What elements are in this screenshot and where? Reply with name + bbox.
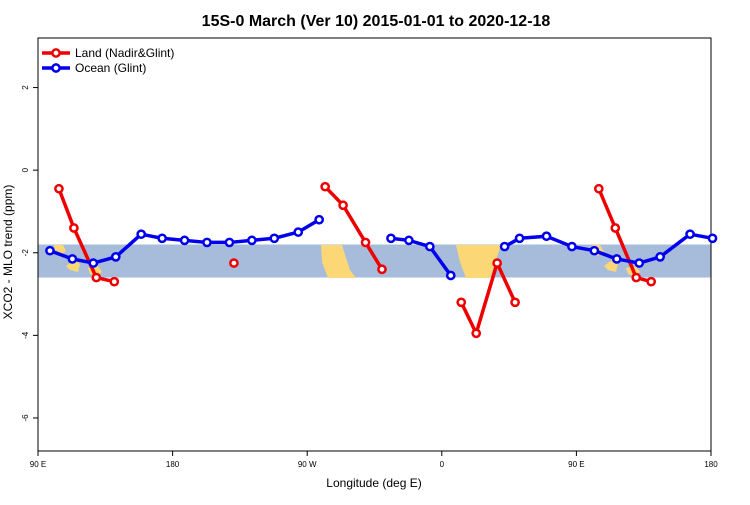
data-point [593, 183, 604, 194]
data-point [567, 241, 577, 252]
data-point [88, 258, 99, 268]
data-point [404, 235, 414, 246]
data-point [589, 245, 600, 256]
data-point [424, 241, 435, 252]
data-point [510, 297, 520, 308]
y-tick-label: -6 [21, 414, 30, 422]
data-point [634, 258, 645, 268]
data-point [247, 235, 257, 246]
data-point [655, 252, 666, 262]
legend-label: Ocean (Glint) [75, 61, 146, 75]
data-point [269, 233, 280, 244]
y-axis: 2 0 -2 -4 -6 [21, 85, 38, 422]
data-point [377, 264, 387, 275]
data-point [631, 272, 642, 283]
x-tick-label: 0 [440, 460, 445, 469]
y-tick-label: -2 [21, 249, 30, 257]
y-tick-label: 0 [21, 167, 30, 172]
data-point [499, 241, 510, 252]
land-patch [456, 245, 501, 278]
data-point [67, 254, 78, 264]
series-1 [45, 214, 718, 281]
series-line [503, 232, 713, 265]
data-point [514, 233, 525, 244]
plot-frame [37, 37, 712, 452]
data-point [157, 233, 167, 244]
x-tick-label: 180 [166, 460, 180, 469]
x-tick-label: 90 W [298, 460, 317, 469]
data-point [320, 181, 330, 192]
data-point [179, 235, 190, 246]
land-ocean-band [38, 244, 711, 278]
y-tick-label: -4 [21, 331, 30, 339]
x-tick-label: 90 E [568, 460, 584, 469]
legend: Land (Nadir&Glint)Ocean (Glint) [42, 46, 174, 75]
data-point [707, 233, 718, 244]
x-axis-label: Longitude (deg E) [326, 476, 421, 490]
land-patch [321, 245, 356, 278]
data-point [45, 245, 55, 256]
data-point [91, 272, 102, 283]
ocean-band [38, 244, 711, 278]
data-point [54, 183, 64, 194]
x-tick-label: 180 [704, 460, 718, 469]
y-tick-label: 2 [21, 85, 30, 90]
land-patch [66, 260, 80, 272]
data-point [110, 252, 121, 262]
legend-label: Land (Nadir&Glint) [75, 46, 174, 60]
data-point [338, 200, 348, 211]
legend-marker [51, 63, 61, 73]
data-point [386, 233, 396, 244]
x-tick-label: 90 E [30, 460, 46, 469]
data-point [611, 254, 622, 264]
data-point [360, 237, 371, 248]
data-point [224, 237, 235, 248]
data-point [136, 229, 147, 240]
data-point [202, 237, 212, 248]
data-point [456, 297, 467, 308]
series-line [459, 261, 517, 336]
series-line [390, 236, 453, 277]
data-point [471, 328, 482, 339]
series-0 [54, 181, 657, 339]
data-point [646, 276, 657, 287]
legend-marker [51, 48, 61, 58]
data-point [229, 258, 239, 268]
data-point [445, 270, 456, 281]
data-point [314, 214, 325, 225]
y-axis-label: XCO2 - MLO trend (ppm) [1, 185, 15, 320]
series-line [597, 188, 652, 284]
data-point [69, 223, 79, 233]
series-line [323, 185, 384, 271]
series-line [57, 188, 115, 284]
data-point [610, 223, 621, 233]
data-point [492, 258, 502, 268]
data-point [109, 276, 120, 287]
series-layer [45, 181, 718, 339]
data-point [685, 229, 695, 240]
x-axis: 90 E 180 90 W 0 90 E 180 [30, 451, 718, 469]
data-point [541, 231, 552, 242]
data-point [293, 227, 304, 237]
chart-title: 15S-0 March (Ver 10) 2015-01-01 to 2020-… [202, 13, 551, 30]
